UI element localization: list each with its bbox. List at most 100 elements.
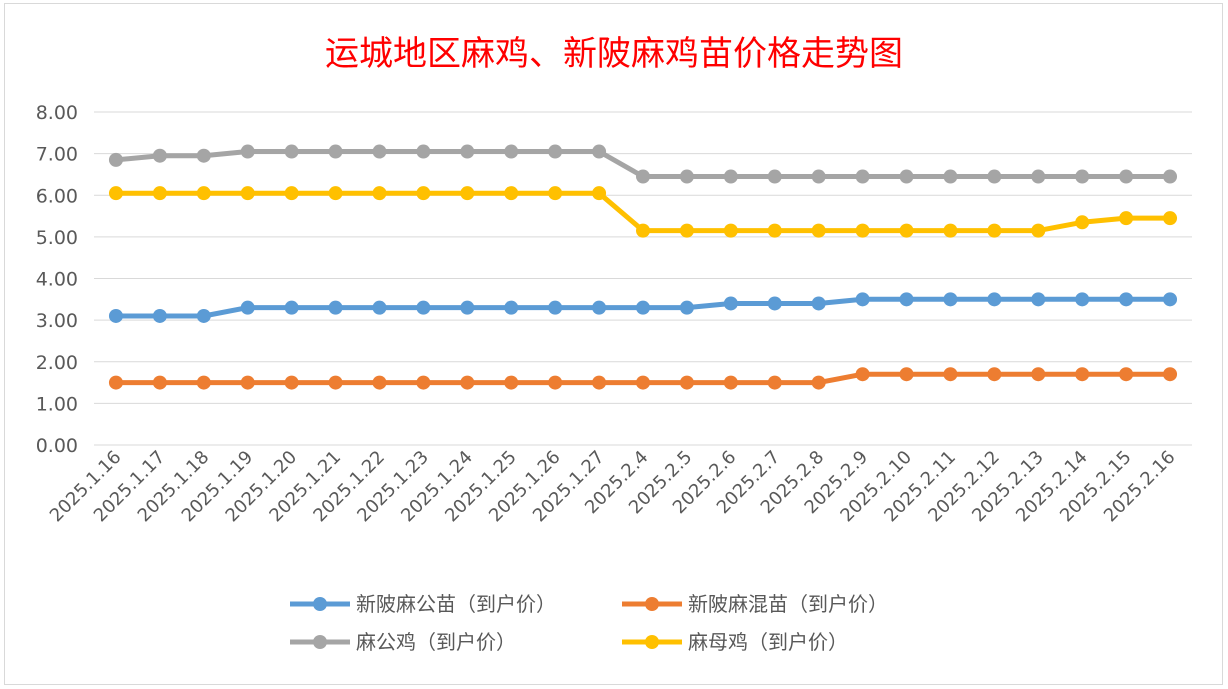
- legend-label: 新陂麻公苗（到户价）: [356, 592, 556, 616]
- data-point: [943, 292, 958, 307]
- data-point: [108, 375, 123, 390]
- data-point: [1119, 367, 1134, 382]
- data-point: [679, 169, 694, 184]
- data-point: [460, 375, 475, 390]
- data-point: [108, 186, 123, 201]
- legend-point-marker: [645, 597, 659, 611]
- data-point: [504, 186, 519, 201]
- legend-entry[interactable]: 麻公鸡（到户价）: [290, 630, 516, 654]
- data-point: [548, 186, 563, 201]
- y-tick-label: 6.00: [36, 185, 78, 207]
- data-point: [1031, 223, 1046, 238]
- legend-point-marker: [313, 635, 327, 649]
- data-point: [460, 144, 475, 159]
- data-point: [372, 186, 387, 201]
- data-point: [811, 375, 826, 390]
- data-point: [767, 375, 782, 390]
- series-4: [108, 186, 1178, 238]
- chart-area[interactable]: [4, 3, 1223, 685]
- data-point: [372, 375, 387, 390]
- data-point: [152, 148, 167, 163]
- data-point: [679, 375, 694, 390]
- y-tick-label: 7.00: [36, 144, 78, 166]
- data-point: [284, 144, 299, 159]
- data-point: [196, 375, 211, 390]
- data-point: [899, 169, 914, 184]
- data-point: [592, 375, 607, 390]
- series-lines: [108, 144, 1178, 390]
- x-axis-ticks: 2025.1.162025.1.172025.1.182025.1.192025…: [46, 447, 1180, 527]
- data-point: [636, 169, 650, 184]
- data-point: [855, 223, 870, 238]
- data-point: [328, 186, 343, 201]
- data-point: [811, 296, 826, 311]
- data-point: [987, 292, 1002, 307]
- data-point: [1075, 292, 1090, 307]
- data-point: [899, 223, 914, 238]
- data-point: [196, 148, 211, 163]
- legend-entry[interactable]: 新陂麻公苗（到户价）: [290, 592, 556, 616]
- legend-entry[interactable]: 麻母鸡（到户价）: [622, 630, 848, 654]
- data-point: [1163, 367, 1178, 382]
- data-point: [372, 144, 387, 159]
- data-point: [240, 186, 255, 201]
- data-point: [460, 186, 475, 201]
- y-tick-label: 5.00: [36, 227, 78, 249]
- data-point: [1075, 215, 1090, 230]
- data-point: [416, 186, 431, 201]
- data-point: [987, 367, 1002, 382]
- data-point: [987, 223, 1002, 238]
- data-point: [636, 300, 650, 315]
- data-point: [1119, 292, 1134, 307]
- data-point: [1163, 211, 1178, 226]
- data-point: [416, 375, 431, 390]
- data-point: [943, 223, 958, 238]
- y-tick-label: 1.00: [36, 393, 78, 415]
- data-point: [284, 375, 299, 390]
- y-axis-ticks: 0.00 1.00 2.00 3.00 4.00 5.00 6.00 7.00 8.00: [36, 102, 78, 457]
- y-tick-label: 2.00: [36, 352, 78, 374]
- data-point: [767, 223, 782, 238]
- data-point: [855, 169, 870, 184]
- data-point: [1163, 292, 1178, 307]
- gridlines: [94, 111, 1192, 446]
- data-point: [328, 300, 343, 315]
- data-point: [723, 375, 738, 390]
- data-point: [723, 169, 738, 184]
- data-point: [1031, 367, 1046, 382]
- data-point: [723, 296, 738, 311]
- data-point: [196, 308, 211, 323]
- legend-entry[interactable]: 新陂麻混苗（到户价）: [622, 592, 888, 616]
- data-point: [240, 144, 255, 159]
- data-point: [548, 375, 563, 390]
- data-point: [504, 300, 519, 315]
- y-tick-label: 8.00: [36, 102, 78, 124]
- data-point: [943, 367, 958, 382]
- data-point: [1119, 169, 1134, 184]
- data-point: [592, 186, 607, 201]
- data-point: [679, 300, 694, 315]
- data-point: [152, 308, 167, 323]
- data-point: [899, 367, 914, 382]
- data-point: [240, 300, 255, 315]
- data-point: [1163, 169, 1178, 184]
- data-point: [196, 186, 211, 201]
- data-point: [1119, 211, 1134, 226]
- data-point: [899, 292, 914, 307]
- data-point: [504, 144, 519, 159]
- data-point: [284, 300, 299, 315]
- data-point: [636, 223, 650, 238]
- data-point: [372, 300, 387, 315]
- data-point: [811, 223, 826, 238]
- data-point: [284, 186, 299, 201]
- data-point: [240, 375, 255, 390]
- chart-title: 运城地区麻鸡、新陂麻鸡苗价格走势图: [325, 34, 903, 74]
- series-1: [108, 292, 1178, 323]
- data-point: [723, 223, 738, 238]
- legend-label: 麻公鸡（到户价）: [356, 630, 516, 654]
- legend-point-marker: [313, 597, 327, 611]
- data-point: [152, 186, 167, 201]
- data-point: [855, 367, 870, 382]
- data-point: [416, 144, 431, 159]
